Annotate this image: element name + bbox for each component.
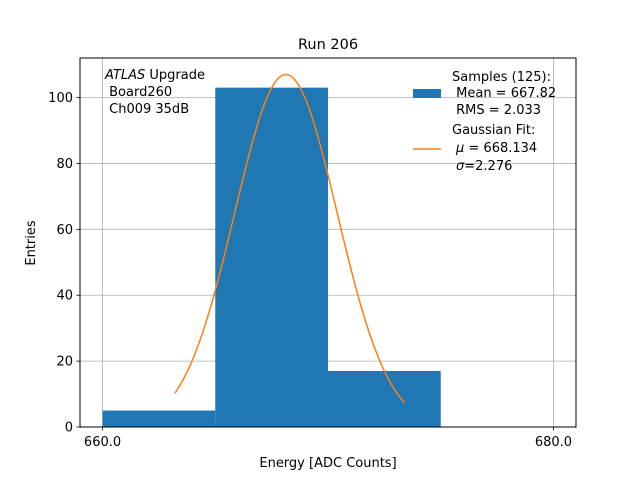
legend-samples-swatch [413, 89, 441, 98]
y-tick-label: 60 [56, 223, 73, 238]
annotation-line-2: Board260 [105, 85, 172, 100]
legend-samples-line-2: Mean = 667.82 [452, 86, 556, 101]
histogram-bar-3 [328, 370, 441, 427]
y-tick-label: 80 [56, 157, 73, 172]
legend: Samples (125): Mean = 667.82 RMS = 2.033… [413, 70, 556, 174]
atlas-annotation: ATLAS Upgrade Board260 Ch009 35dB [104, 68, 205, 117]
legend-fit-line-2: μ = 668.134 [455, 141, 537, 156]
y-tick-label: 20 [56, 355, 73, 370]
bars-layer [102, 87, 441, 427]
x-tick-label: 680.0 [535, 435, 572, 450]
plot-frame [79, 57, 577, 428]
fit-layer [174, 73, 406, 404]
y-tick-label: 40 [56, 289, 73, 304]
legend-sigma-value: =2.276 [464, 159, 512, 174]
annotation-upgrade: Upgrade [145, 68, 205, 83]
histogram-bar-2 [215, 87, 328, 427]
gaussian-fit-curve [174, 73, 406, 404]
legend-fit-line-3: σ=2.276 [456, 159, 512, 174]
legend-sigma-symbol: σ [456, 159, 465, 174]
annotation-line-3: Ch009 35dB [105, 102, 189, 117]
x-axis-label: Energy [ADC Counts] [259, 456, 396, 471]
ticks-layer: 0 20 40 60 80 100 660.0 680.0 [48, 91, 572, 450]
chart-title: Run 206 [298, 37, 358, 53]
histogram-bar-1 [102, 410, 216, 427]
legend-samples-line-3: RMS = 2.033 [452, 103, 541, 118]
y-tick-label: 100 [48, 91, 73, 106]
y-axis-label: Entries [24, 220, 39, 266]
legend-samples-line-1: Samples (125): [452, 70, 551, 85]
legend-mu-value: = 668.134 [464, 141, 537, 156]
x-tick-label: 660.0 [84, 435, 121, 450]
legend-mu-symbol: μ [455, 141, 464, 156]
y-tick-label: 0 [65, 421, 73, 436]
annotation-line-1: ATLAS Upgrade [104, 68, 205, 83]
legend-fit-line-1: Gaussian Fit: [452, 123, 535, 138]
annotation-atlas-italic: ATLAS [104, 68, 145, 83]
